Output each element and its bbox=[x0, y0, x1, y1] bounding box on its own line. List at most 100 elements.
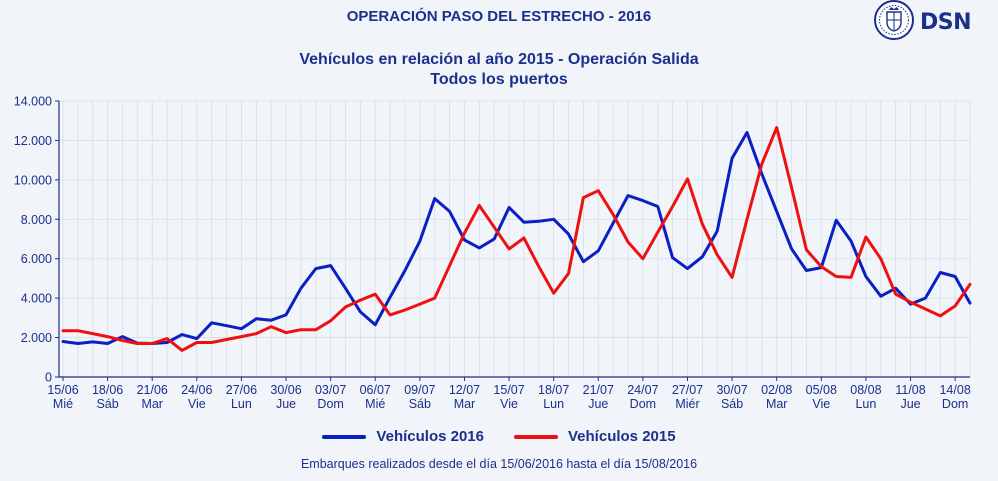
y-tick-label: 8.000 bbox=[21, 213, 52, 227]
x-tick-label-date: 27/06 bbox=[226, 383, 257, 397]
x-tick-label-date: 30/07 bbox=[716, 383, 747, 397]
y-tick-label: 12.000 bbox=[14, 134, 52, 148]
chart-subtitle: Vehículos en relación al año 2015 - Oper… bbox=[299, 51, 699, 68]
data-point-2015 bbox=[329, 319, 332, 323]
data-point-2015 bbox=[269, 325, 273, 328]
data-point-2016 bbox=[374, 323, 377, 326]
y-tick-label: 6.000 bbox=[21, 252, 52, 266]
data-point-2015 bbox=[834, 275, 838, 278]
data-point-2016 bbox=[656, 205, 659, 208]
data-point-2015 bbox=[106, 335, 109, 338]
axis-layer: 0 2.000 4.000 6.000 8.000 10.000 12.000 14.000 1… bbox=[14, 95, 971, 412]
x-tick-label-date: 02/08 bbox=[761, 383, 792, 397]
data-point-2016 bbox=[106, 342, 109, 345]
data-point-2016 bbox=[359, 310, 362, 314]
data-point-2016 bbox=[448, 210, 451, 213]
x-tick-label-weekday: Vie bbox=[812, 397, 830, 411]
data-point-2016 bbox=[240, 327, 243, 330]
data-point-2015 bbox=[76, 329, 80, 332]
chart-subtitle-ports: Todos los puertos bbox=[430, 71, 568, 88]
data-point-2016 bbox=[165, 341, 169, 344]
x-tick-label-weekday: Lun bbox=[543, 397, 564, 411]
data-point-2016 bbox=[939, 271, 942, 274]
data-point-2015 bbox=[864, 235, 868, 239]
x-tick-label-date: 24/06 bbox=[181, 383, 212, 397]
data-point-2015 bbox=[894, 293, 897, 296]
data-point-2016 bbox=[121, 335, 124, 338]
y-tick-label: 0 bbox=[45, 371, 52, 385]
data-point-2016 bbox=[582, 260, 585, 263]
data-point-2015 bbox=[849, 276, 853, 279]
chart-legend: Vehículos 2016 Vehículos 2015 bbox=[0, 428, 998, 445]
data-point-2015 bbox=[582, 196, 585, 199]
x-tick-label-date: 30/06 bbox=[270, 383, 301, 397]
x-tick-label-date: 18/06 bbox=[92, 383, 123, 397]
x-tick-label-date: 09/07 bbox=[404, 383, 435, 397]
data-point-2015 bbox=[374, 293, 377, 296]
data-point-2016 bbox=[864, 275, 868, 278]
data-point-2016 bbox=[701, 255, 704, 258]
data-point-2015 bbox=[478, 204, 481, 207]
data-point-2016 bbox=[284, 313, 288, 317]
footnote: Embarques realizados desde el día 15/06/… bbox=[300, 457, 698, 471]
data-point-2015 bbox=[537, 265, 541, 268]
data-point-2015 bbox=[745, 218, 749, 221]
data-point-2016 bbox=[626, 194, 630, 197]
x-tick-label-weekday: Lun bbox=[231, 397, 252, 411]
x-tick-label-weekday: Vie bbox=[188, 397, 206, 411]
data-point-2016 bbox=[344, 287, 347, 290]
data-point-2016 bbox=[269, 319, 273, 322]
x-tick-label-weekday: Miér bbox=[675, 397, 699, 411]
x-tick-label-weekday: Jue bbox=[900, 397, 920, 411]
data-point-2015 bbox=[730, 276, 734, 279]
x-tick-label-weekday: Lun bbox=[855, 397, 876, 411]
data-point-2016 bbox=[686, 267, 689, 270]
legend-item-2015: Vehículos 2015 bbox=[514, 428, 676, 445]
data-point-2015 bbox=[165, 337, 169, 340]
data-point-2015 bbox=[968, 283, 972, 286]
x-tick-label-date: 11/08 bbox=[895, 383, 925, 397]
x-tick-label-weekday: Sáb bbox=[96, 397, 118, 411]
x-tick-label-date: 03/07 bbox=[315, 383, 346, 397]
data-point-2016 bbox=[418, 239, 422, 243]
data-point-2015 bbox=[463, 231, 466, 235]
data-point-2016 bbox=[329, 264, 332, 267]
data-point-2016 bbox=[745, 131, 749, 134]
series-line-2015 bbox=[61, 126, 972, 352]
x-tick-label-weekday: Jue bbox=[588, 397, 608, 411]
data-point-2015 bbox=[820, 265, 823, 268]
data-point-2015 bbox=[522, 236, 526, 240]
data-point-2015 bbox=[91, 332, 94, 335]
x-tick-label-weekday: Jue bbox=[276, 397, 296, 411]
data-point-2016 bbox=[730, 156, 734, 160]
data-point-2016 bbox=[834, 219, 838, 222]
x-tick-label-date: 24/07 bbox=[627, 383, 658, 397]
data-point-2015 bbox=[686, 177, 689, 181]
data-point-2015 bbox=[255, 332, 258, 335]
data-point-2016 bbox=[924, 296, 927, 300]
data-point-2015 bbox=[388, 313, 392, 317]
x-tick-label-date: 27/07 bbox=[672, 383, 703, 397]
series-line-2016 bbox=[61, 131, 972, 345]
data-point-2015 bbox=[403, 308, 407, 312]
data-point-2015 bbox=[359, 298, 362, 302]
data-point-2015 bbox=[492, 225, 496, 229]
data-point-2016 bbox=[225, 324, 228, 327]
x-tick-label-date: 15/07 bbox=[493, 383, 524, 397]
data-point-2015 bbox=[284, 331, 288, 334]
data-point-2016 bbox=[403, 269, 407, 272]
data-point-2016 bbox=[522, 221, 526, 224]
x-tick-label-date: 06/07 bbox=[360, 383, 391, 397]
data-point-2016 bbox=[760, 172, 764, 176]
data-point-2016 bbox=[611, 222, 615, 225]
data-point-2015 bbox=[656, 230, 659, 234]
x-tick-label-date: 21/06 bbox=[137, 383, 168, 397]
data-point-2015 bbox=[879, 257, 882, 260]
data-point-2016 bbox=[210, 321, 213, 324]
y-tick-label: 14.000 bbox=[14, 95, 52, 109]
y-tick-label: 4.000 bbox=[21, 292, 52, 306]
x-tick-label-weekday: Sáb bbox=[721, 397, 743, 411]
x-tick-label-date: 08/08 bbox=[850, 383, 881, 397]
x-tick-label-date: 15/06 bbox=[47, 383, 78, 397]
data-point-2015 bbox=[939, 314, 942, 318]
